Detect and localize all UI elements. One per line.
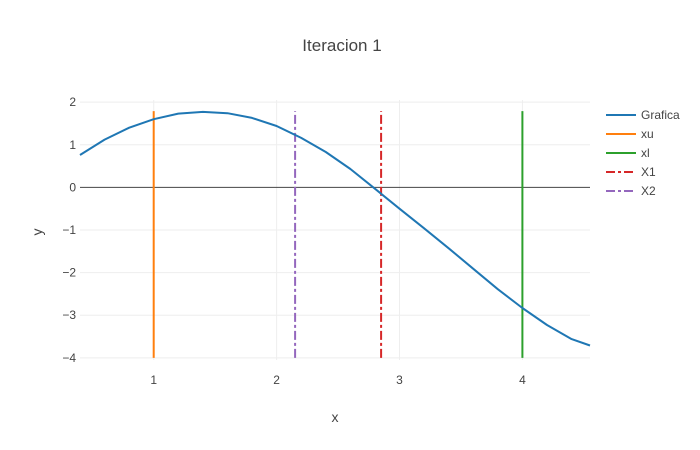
- legend: Grafica xu xl X1 X2: [606, 108, 680, 198]
- tick-labels: 1 2 3 4 2 1 0 −1 −2 −3 −4: [62, 95, 526, 387]
- y-tick-label: −3: [62, 308, 76, 322]
- legend-label-xl[interactable]: xl: [641, 146, 650, 160]
- y-tick-label: 1: [69, 138, 76, 152]
- series-grafica-line[interactable]: [79, 110, 591, 347]
- y-tick-label: −4: [62, 351, 76, 365]
- legend-label-x1[interactable]: X1: [641, 165, 656, 179]
- plot-area[interactable]: [79, 100, 591, 360]
- y-tick-label: 2: [69, 95, 76, 109]
- legend-label-x2[interactable]: X2: [641, 184, 656, 198]
- legend-label-xu[interactable]: xu: [641, 127, 654, 141]
- x-tick-label: 4: [519, 373, 526, 387]
- y-tick-label: −1: [62, 223, 76, 237]
- x-tick-label: 2: [273, 373, 280, 387]
- chart-title: Iteracion 1: [302, 36, 381, 55]
- series-group: [79, 110, 591, 358]
- x-axis-label: x: [332, 409, 339, 425]
- y-tick-label: −2: [62, 266, 76, 280]
- grid: [80, 100, 590, 360]
- x-tick-label: 1: [150, 373, 157, 387]
- y-tick-label: 0: [69, 180, 76, 194]
- y-axis-label: y: [29, 229, 45, 236]
- legend-label-grafica[interactable]: Grafica: [641, 108, 680, 122]
- x-tick-label: 3: [396, 373, 403, 387]
